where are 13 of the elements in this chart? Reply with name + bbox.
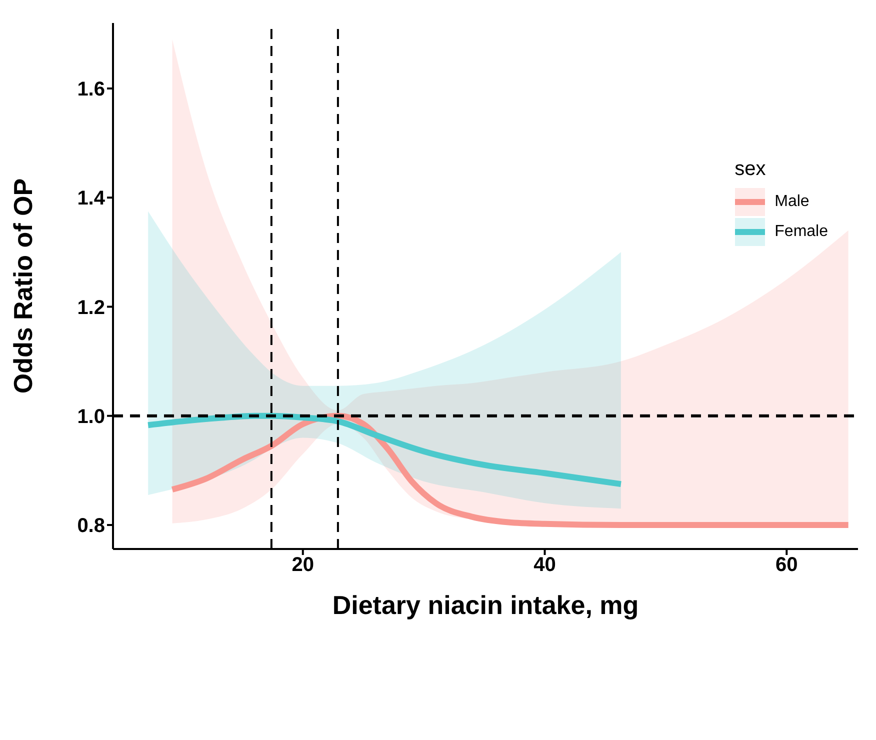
y-tick-label: 1.0 [77,406,105,428]
legend-label: Male [774,193,810,211]
x-tick-label: 20 [292,554,314,576]
y-axis-title: Odds Ratio of OP [8,178,38,394]
x-axis-title: Dietary niacin intake, mg [332,590,639,620]
legend-label: Female [774,223,828,241]
y-tick-label: 1.2 [77,296,105,319]
legend-title: sex [734,158,767,181]
y-tick-label: 0.8 [77,515,105,538]
x-tick-label: 40 [534,554,556,576]
y-tick-label: 1.4 [77,188,106,210]
x-tick-label: 60 [776,554,798,576]
y-tick-label: 1.6 [77,78,105,101]
